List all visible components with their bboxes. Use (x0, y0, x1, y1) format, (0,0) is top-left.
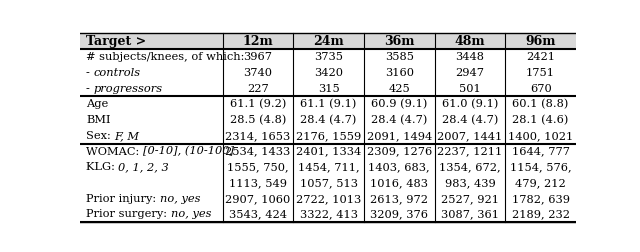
Text: 2007, 1441: 2007, 1441 (437, 131, 502, 141)
Text: 1782, 639: 1782, 639 (511, 194, 570, 204)
Text: BMI: BMI (86, 115, 111, 125)
Text: F, M: F, M (115, 131, 140, 141)
Text: 2176, 1559: 2176, 1559 (296, 131, 361, 141)
Text: 479, 212: 479, 212 (515, 178, 566, 188)
Text: 24m: 24m (313, 35, 344, 48)
Text: 3543, 424: 3543, 424 (229, 209, 287, 219)
Text: 2534, 1433: 2534, 1433 (225, 146, 291, 156)
Text: 3209, 376: 3209, 376 (371, 209, 428, 219)
Text: 670: 670 (530, 84, 552, 93)
Text: 1403, 683,: 1403, 683, (369, 162, 430, 172)
Text: progressors: progressors (93, 84, 163, 93)
Text: 1454, 711,: 1454, 711, (298, 162, 360, 172)
Text: 3322, 413: 3322, 413 (300, 209, 358, 219)
Text: 3448: 3448 (456, 52, 484, 62)
Text: 2613, 972: 2613, 972 (371, 194, 428, 204)
Text: 28.1 (4.6): 28.1 (4.6) (513, 115, 569, 125)
Text: 3160: 3160 (385, 68, 414, 78)
Text: 60.1 (8.8): 60.1 (8.8) (513, 99, 569, 109)
Text: 3585: 3585 (385, 52, 414, 62)
Text: 3420: 3420 (314, 68, 343, 78)
Text: 3740: 3740 (243, 68, 273, 78)
Bar (80, 33, 576, 49)
Text: 28.4 (4.7): 28.4 (4.7) (371, 115, 428, 125)
Text: 28.5 (4.8): 28.5 (4.8) (230, 115, 286, 125)
Text: 1555, 750,: 1555, 750, (227, 162, 289, 172)
Text: 2947: 2947 (456, 68, 484, 78)
Text: controls: controls (93, 68, 141, 78)
Text: 0, 1, 2, 3: 0, 1, 2, 3 (118, 162, 169, 172)
Text: WOMAC:: WOMAC: (86, 146, 143, 156)
Text: 315: 315 (317, 84, 339, 93)
Text: # subjects/knees, of which:: # subjects/knees, of which: (86, 52, 244, 62)
Text: 1644, 777: 1644, 777 (511, 146, 570, 156)
Text: 2421: 2421 (526, 52, 555, 62)
Text: 36m: 36m (384, 35, 415, 48)
Text: -: - (86, 84, 93, 93)
Text: 28.4 (4.7): 28.4 (4.7) (300, 115, 357, 125)
Text: 501: 501 (459, 84, 481, 93)
Text: 60.9 (9.1): 60.9 (9.1) (371, 99, 428, 109)
Text: 61.1 (9.2): 61.1 (9.2) (230, 99, 286, 109)
Text: 2907, 1060: 2907, 1060 (225, 194, 291, 204)
Text: 1154, 576,: 1154, 576, (510, 162, 572, 172)
Text: 3735: 3735 (314, 52, 343, 62)
Text: 96m: 96m (525, 35, 556, 48)
Text: 28.4 (4.7): 28.4 (4.7) (442, 115, 498, 125)
Text: Age: Age (86, 99, 108, 109)
Text: 3087, 361: 3087, 361 (441, 209, 499, 219)
Text: 2189, 232: 2189, 232 (511, 209, 570, 219)
Text: 61.0 (9.1): 61.0 (9.1) (442, 99, 498, 109)
Text: no, yes: no, yes (160, 194, 200, 204)
Text: 3967: 3967 (243, 52, 273, 62)
Text: 2527, 921: 2527, 921 (441, 194, 499, 204)
Text: 61.1 (9.1): 61.1 (9.1) (300, 99, 357, 109)
Text: 1400, 1021: 1400, 1021 (508, 131, 573, 141)
Text: Sex:: Sex: (86, 131, 115, 141)
Text: 12m: 12m (243, 35, 273, 48)
Text: 2091, 1494: 2091, 1494 (367, 131, 432, 141)
Text: 227: 227 (247, 84, 269, 93)
Text: 1016, 483: 1016, 483 (371, 178, 428, 188)
Text: 983, 439: 983, 439 (445, 178, 495, 188)
Text: 48m: 48m (454, 35, 485, 48)
Text: [0-10], (10-100]: [0-10], (10-100] (143, 146, 234, 157)
Text: Target >: Target > (86, 35, 146, 48)
Text: 2314, 1653: 2314, 1653 (225, 131, 291, 141)
Text: 1354, 672,: 1354, 672, (439, 162, 500, 172)
Text: -: - (86, 68, 93, 78)
Text: 2401, 1334: 2401, 1334 (296, 146, 361, 156)
Text: 2309, 1276: 2309, 1276 (367, 146, 432, 156)
Text: 1113, 549: 1113, 549 (229, 178, 287, 188)
Text: Prior surgery:: Prior surgery: (86, 209, 171, 219)
Text: 425: 425 (388, 84, 410, 93)
Text: no, yes: no, yes (171, 209, 211, 219)
Text: Prior injury:: Prior injury: (86, 194, 160, 204)
Text: 1057, 513: 1057, 513 (300, 178, 358, 188)
Text: 2722, 1013: 2722, 1013 (296, 194, 361, 204)
Text: KLG:: KLG: (86, 162, 118, 172)
Text: 2237, 1211: 2237, 1211 (437, 146, 502, 156)
Text: 1751: 1751 (526, 68, 555, 78)
